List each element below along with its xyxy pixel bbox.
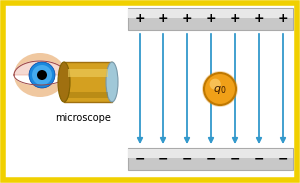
Bar: [128, 148, 293, 170]
Circle shape: [37, 70, 47, 80]
Bar: [128, 8, 293, 30]
Bar: [64, 62, 112, 102]
Circle shape: [204, 73, 236, 105]
Polygon shape: [14, 61, 66, 75]
Text: +: +: [158, 12, 168, 25]
Text: +: +: [278, 12, 288, 25]
Ellipse shape: [58, 62, 70, 102]
Circle shape: [29, 62, 55, 88]
Bar: [68, 69, 108, 77]
Circle shape: [32, 65, 52, 85]
Text: −: −: [135, 152, 145, 165]
Text: +: +: [254, 12, 264, 25]
Text: −: −: [254, 152, 264, 165]
Ellipse shape: [14, 53, 66, 97]
Circle shape: [210, 79, 221, 90]
Circle shape: [202, 71, 238, 107]
Text: −: −: [206, 152, 216, 165]
Text: +: +: [182, 12, 192, 25]
Bar: [128, 9, 293, 18]
Text: $q_0$: $q_0$: [213, 84, 227, 96]
Text: +: +: [230, 12, 240, 25]
Bar: [68, 92, 108, 98]
Text: −: −: [182, 152, 192, 165]
Text: +: +: [206, 12, 216, 25]
Text: +: +: [135, 12, 145, 25]
Ellipse shape: [106, 62, 118, 102]
Text: −: −: [158, 152, 168, 165]
Text: microscope: microscope: [55, 113, 111, 123]
Polygon shape: [14, 61, 66, 85]
Text: −: −: [278, 152, 288, 165]
Text: −: −: [230, 152, 240, 165]
Bar: [128, 149, 293, 158]
